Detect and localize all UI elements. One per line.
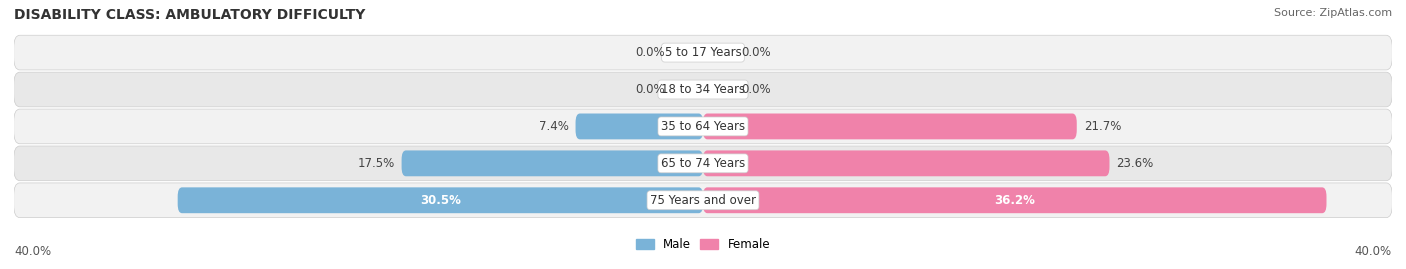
- Text: 0.0%: 0.0%: [741, 46, 770, 59]
- Text: 65 to 74 Years: 65 to 74 Years: [661, 157, 745, 170]
- FancyBboxPatch shape: [575, 114, 703, 139]
- Text: DISABILITY CLASS: AMBULATORY DIFFICULTY: DISABILITY CLASS: AMBULATORY DIFFICULTY: [14, 8, 366, 22]
- Text: Source: ZipAtlas.com: Source: ZipAtlas.com: [1274, 8, 1392, 18]
- Text: 23.6%: 23.6%: [1116, 157, 1153, 170]
- Text: 0.0%: 0.0%: [636, 83, 665, 96]
- Text: 18 to 34 Years: 18 to 34 Years: [661, 83, 745, 96]
- Text: 7.4%: 7.4%: [538, 120, 568, 133]
- Text: 0.0%: 0.0%: [741, 83, 770, 96]
- Text: 75 Years and over: 75 Years and over: [650, 194, 756, 207]
- Text: 40.0%: 40.0%: [14, 245, 51, 258]
- FancyBboxPatch shape: [14, 183, 1392, 218]
- Text: 40.0%: 40.0%: [1355, 245, 1392, 258]
- FancyBboxPatch shape: [177, 187, 703, 213]
- Text: 30.5%: 30.5%: [420, 194, 461, 207]
- Text: 21.7%: 21.7%: [1084, 120, 1121, 133]
- Legend: Male, Female: Male, Female: [631, 234, 775, 256]
- FancyBboxPatch shape: [703, 150, 1109, 176]
- FancyBboxPatch shape: [703, 114, 1077, 139]
- FancyBboxPatch shape: [703, 187, 1326, 213]
- FancyBboxPatch shape: [14, 72, 1392, 107]
- FancyBboxPatch shape: [14, 109, 1392, 144]
- FancyBboxPatch shape: [402, 150, 703, 176]
- Text: 35 to 64 Years: 35 to 64 Years: [661, 120, 745, 133]
- FancyBboxPatch shape: [14, 35, 1392, 70]
- Text: 17.5%: 17.5%: [357, 157, 395, 170]
- FancyBboxPatch shape: [14, 146, 1392, 181]
- Text: 0.0%: 0.0%: [636, 46, 665, 59]
- Text: 36.2%: 36.2%: [994, 194, 1035, 207]
- Text: 5 to 17 Years: 5 to 17 Years: [665, 46, 741, 59]
